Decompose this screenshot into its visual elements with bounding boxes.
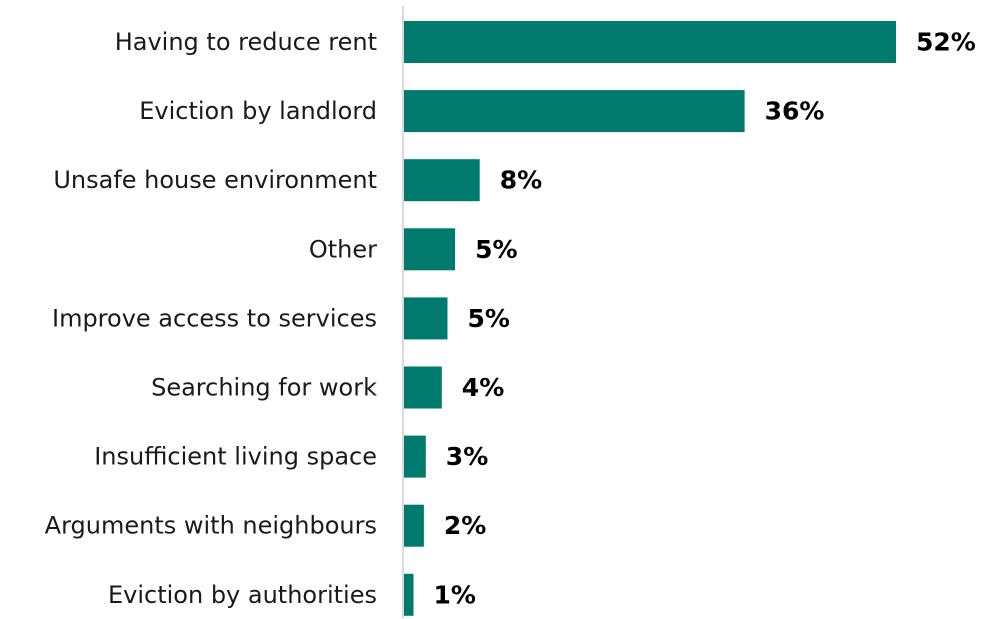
bar xyxy=(404,573,414,616)
value-label: 36% xyxy=(765,97,825,126)
bar xyxy=(404,435,426,478)
value-label: 3% xyxy=(446,442,488,471)
category-label: Arguments with neighbours xyxy=(45,512,377,540)
category-label: Other xyxy=(309,235,377,263)
labels-layer: Having to reduce rent 52% Eviction by land… xyxy=(45,28,976,610)
bar xyxy=(404,90,745,133)
bar xyxy=(404,21,896,63)
bar xyxy=(404,159,480,202)
category-label: Insufficient living space xyxy=(94,443,377,471)
bar xyxy=(404,366,442,409)
bar xyxy=(404,504,424,547)
value-label: 5% xyxy=(468,304,510,333)
category-label: Unsafe house environment xyxy=(53,166,377,194)
value-label: 4% xyxy=(462,373,504,402)
value-label: 2% xyxy=(444,511,486,540)
bar xyxy=(404,297,448,340)
category-label: Eviction by authorities xyxy=(108,581,377,609)
category-label: Improve access to services xyxy=(52,304,377,332)
value-label: 5% xyxy=(475,235,517,264)
category-label: Having to reduce rent xyxy=(115,28,377,56)
value-label: 52% xyxy=(916,28,976,57)
bars-layer xyxy=(404,21,896,616)
bar xyxy=(404,228,456,271)
category-label: Searching for work xyxy=(151,374,377,402)
category-label: Eviction by landlord xyxy=(139,97,377,125)
value-label: 1% xyxy=(434,580,476,609)
value-label: 8% xyxy=(500,166,542,195)
